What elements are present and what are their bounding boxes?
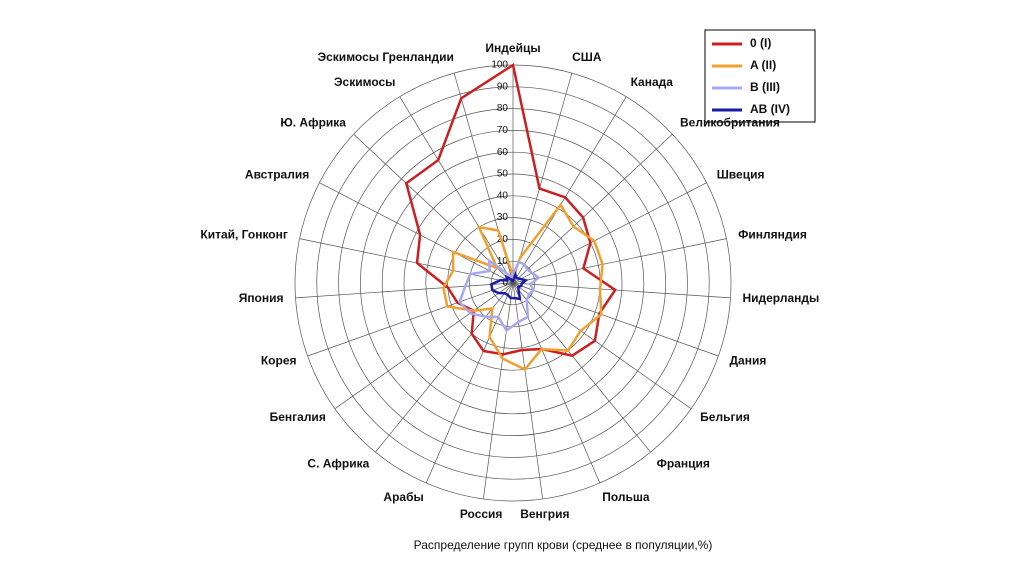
spoke <box>375 282 514 453</box>
category-label: Австралия <box>245 168 309 182</box>
spoke <box>512 238 727 284</box>
spoke <box>512 282 731 299</box>
caption: Распределение групп крови (среднее в поп… <box>414 538 713 552</box>
spoke <box>482 282 514 500</box>
category-label: Арабы <box>383 490 423 504</box>
spoke <box>512 282 651 453</box>
category-label: Бельгия <box>700 410 750 424</box>
category-label: Швеция <box>717 168 765 182</box>
r-tick-label: 60 <box>497 147 509 158</box>
category-label: Индейцы <box>485 41 540 55</box>
spoke <box>512 282 544 500</box>
series-line <box>442 202 604 371</box>
spoke <box>399 96 514 284</box>
legend-label: A (II) <box>750 58 776 72</box>
spoke <box>512 282 719 357</box>
r-tick-label: 30 <box>497 212 509 223</box>
category-label: Франция <box>657 457 710 471</box>
r-tick-label: 70 <box>497 125 509 136</box>
category-label: Корея <box>261 354 297 368</box>
spoke <box>295 282 514 299</box>
category-label: Япония <box>239 291 284 305</box>
r-tick-label: 80 <box>497 103 509 114</box>
category-label: США <box>572 50 602 64</box>
series-line <box>458 258 541 333</box>
spoke <box>512 96 627 284</box>
category-label: Польша <box>602 490 650 504</box>
spoke <box>512 282 692 410</box>
category-label: Финляндия <box>738 228 807 242</box>
legend-label: 0 (I) <box>750 36 771 50</box>
r-tick-label: 90 <box>497 81 509 92</box>
category-label: Китай, Гонконг <box>200 228 288 242</box>
legend-label: AB (IV) <box>750 102 790 116</box>
r-tick-label: 50 <box>497 169 509 180</box>
spoke <box>299 238 514 284</box>
spoke <box>512 282 601 484</box>
category-label: Нидерланды <box>742 291 819 305</box>
spoke <box>307 282 514 357</box>
category-label: С. Африка <box>307 457 369 471</box>
spoke <box>512 133 673 284</box>
series-line <box>489 271 529 301</box>
category-label: Канада <box>631 75 674 89</box>
spoke <box>334 282 514 410</box>
spoke <box>512 182 707 284</box>
spoke <box>512 72 573 284</box>
category-label: Бенгалия <box>270 410 326 424</box>
category-label: Россия <box>460 507 503 521</box>
r-tick-label: 0 <box>502 278 508 289</box>
legend-label: B (III) <box>750 80 780 94</box>
category-label: Великобритания <box>680 115 780 129</box>
r-tick-label: 100 <box>491 60 508 71</box>
spoke <box>319 182 514 284</box>
category-label: Ю. Африка <box>280 115 346 129</box>
r-tick-label: 10 <box>497 256 509 267</box>
category-label: Дания <box>729 354 766 368</box>
category-label: Эскимосы <box>334 75 395 89</box>
category-label: Эскимосы Гренландии <box>318 50 454 64</box>
r-tick-label: 40 <box>497 190 509 201</box>
spoke <box>353 133 514 284</box>
category-label: Венгрия <box>520 507 569 521</box>
r-tick-label: 20 <box>497 234 509 245</box>
